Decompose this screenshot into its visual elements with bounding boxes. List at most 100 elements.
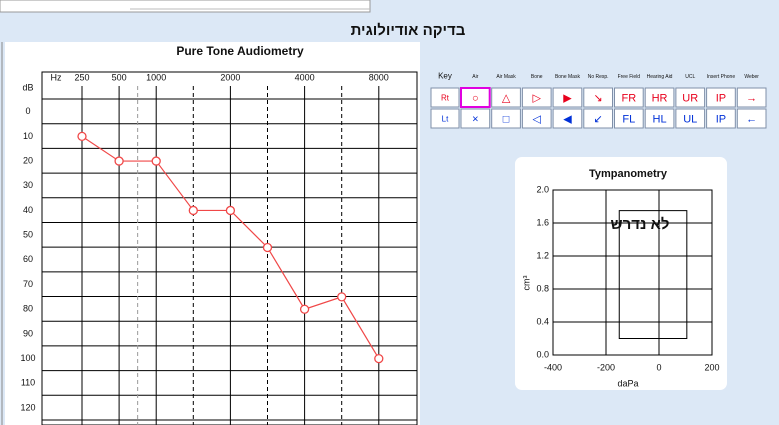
key-header: Bone Mask — [555, 74, 581, 80]
key-symbol: HL — [653, 113, 667, 125]
key-cell — [614, 108, 644, 129]
x-tick-label: -400 — [544, 362, 562, 372]
y-tick-label: 20 — [23, 155, 33, 165]
y-axis-label: dB — [22, 82, 33, 92]
key-header: Air Mask — [496, 74, 516, 80]
x-tick-label: 8000 — [369, 72, 389, 82]
y-tick-label: 50 — [23, 230, 33, 240]
key-symbol: HR — [652, 92, 668, 104]
key-header: Key — [438, 72, 452, 81]
data-point — [262, 242, 273, 253]
y-tick-label: 110 — [21, 378, 35, 388]
y-tick-label: 80 — [23, 304, 33, 314]
y-tick-label: 0 — [25, 106, 30, 116]
key-symbol: ◁ — [533, 113, 542, 125]
key-cell — [736, 87, 767, 108]
key-cell — [736, 108, 767, 129]
data-point — [337, 292, 347, 302]
key-symbol: UL — [683, 113, 697, 125]
key-cell — [552, 87, 583, 108]
y-tick-label: 0.4 — [536, 316, 549, 326]
key-symbol: △ — [502, 92, 511, 104]
key-symbol: IP — [716, 92, 726, 104]
key-cell — [675, 108, 706, 129]
key-symbol: ○ — [472, 92, 479, 104]
key-cell — [583, 108, 613, 129]
key-cell — [644, 87, 675, 108]
key-header: Bone — [531, 74, 543, 80]
key-header: Air — [472, 74, 478, 80]
key-header: No Resp. — [588, 74, 609, 80]
y-tick-label: 40 — [23, 205, 33, 215]
plot-frame — [41, 71, 418, 425]
key-symbol: □ — [503, 113, 510, 125]
tympanometry-card — [515, 157, 727, 390]
y-tick-label: 0.0 — [536, 349, 549, 359]
key-symbol: Lt — [442, 115, 449, 124]
key-cell — [430, 87, 460, 108]
data-point — [77, 131, 87, 142]
y-tick-label: 0.8 — [536, 283, 549, 293]
key-symbol: × — [472, 113, 478, 125]
y-tick-label: 1.6 — [536, 217, 549, 227]
y-tick-label: 120 — [20, 402, 35, 412]
key-cell — [583, 87, 613, 108]
x-tick-label: 4000 — [295, 72, 315, 82]
y-tick-label: 1.2 — [536, 250, 549, 260]
y-axis-label: cm³ — [521, 276, 531, 291]
data-point — [151, 156, 161, 166]
normal-region — [618, 210, 688, 339]
x-tick-label: 250 — [74, 72, 89, 82]
key-symbol: FL — [622, 113, 635, 125]
y-tick-label: 60 — [23, 254, 33, 264]
y-tick-label: 90 — [23, 328, 33, 338]
key-symbol: IP — [716, 113, 726, 125]
y-tick-label: 70 — [23, 279, 33, 289]
key-cell — [521, 108, 552, 129]
data-point — [225, 205, 236, 216]
x-tick-label: 2000 — [220, 72, 240, 82]
data-point — [374, 353, 384, 364]
audiogram-panel — [5, 42, 420, 425]
key-symbol: ← — [746, 113, 757, 125]
key-cell — [675, 87, 706, 108]
key-symbol: Rt — [441, 94, 450, 103]
key-cell — [614, 87, 644, 108]
key-header: UCL — [685, 74, 695, 80]
x-tick-label: 0 — [656, 362, 661, 372]
x-tick-label: -200 — [597, 362, 615, 372]
audiogram-title: Pure Tone Audiometry — [176, 44, 304, 58]
top-field[interactable] — [0, 0, 371, 13]
data-point — [188, 205, 198, 216]
key-cell — [430, 108, 460, 129]
key-cell — [491, 87, 521, 108]
key-symbol: → — [746, 92, 757, 104]
key-symbol: UR — [682, 92, 698, 104]
key-cell — [491, 108, 521, 129]
data-point — [114, 156, 124, 166]
key-symbol: ▷ — [533, 92, 542, 104]
x-tick-label: 1000 — [146, 72, 166, 82]
y-tick-label: 30 — [23, 180, 33, 190]
key-header: Insert Phone — [707, 74, 736, 80]
key-header: Free Field — [618, 74, 641, 80]
x-tick-label: 200 — [704, 362, 719, 372]
y-tick-label: 2.0 — [536, 184, 549, 194]
key-cell — [521, 87, 552, 108]
key-cell — [706, 108, 736, 129]
key-cell — [706, 87, 736, 108]
y-tick-label: 10 — [23, 131, 33, 141]
key-cell — [644, 108, 675, 129]
x-tick-label: 500 — [112, 72, 127, 82]
key-cell — [460, 87, 491, 108]
annotation: לא נדרש — [611, 216, 670, 233]
key-cell — [552, 108, 583, 129]
key-symbol: ▶ — [563, 92, 572, 104]
key-symbol: ◀ — [563, 113, 572, 125]
key-cell — [460, 108, 491, 129]
tympanometry-title: Tympanometry — [589, 168, 668, 180]
page-title: בדיקה אודיולוגית — [351, 22, 466, 39]
y-tick-label: 100 — [20, 353, 35, 363]
